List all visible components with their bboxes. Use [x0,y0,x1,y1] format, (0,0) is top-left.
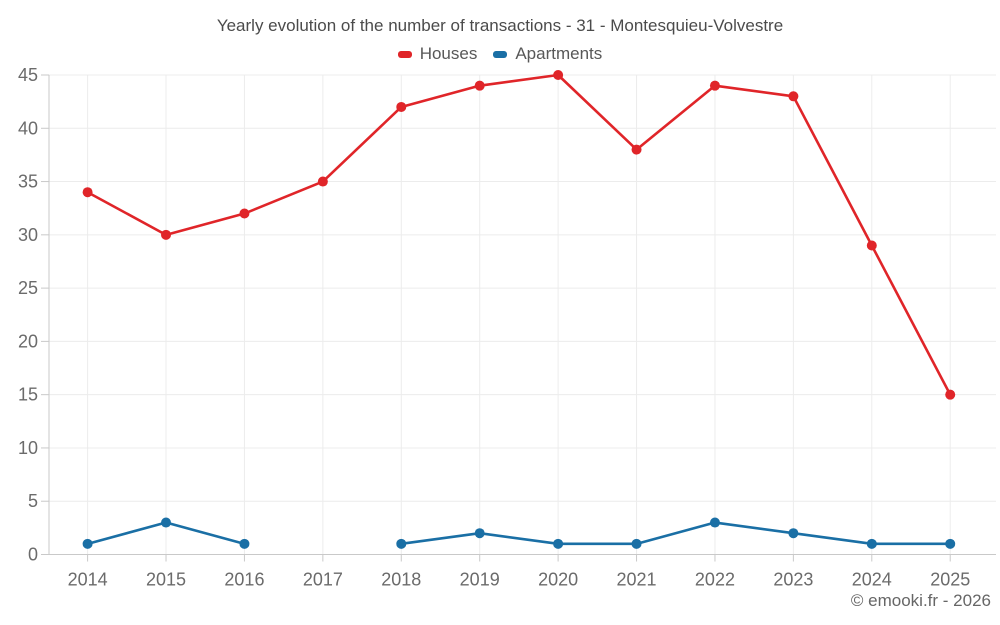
y-tick-label: 5 [28,491,38,511]
y-tick-label: 10 [18,438,38,458]
data-point-houses-2014 [82,187,93,198]
x-tick-label: 2020 [538,570,578,590]
data-point-apartments-2019 [474,528,485,539]
legend: Houses Apartments [0,44,1000,64]
y-tick-label: 0 [28,545,38,565]
y-tick-label: 25 [18,278,38,298]
data-point-apartments-2021 [631,538,642,549]
apartments-swatch-rect [493,50,508,58]
x-tick-label: 2014 [68,570,108,590]
data-point-apartments-2024 [866,538,877,549]
houses-swatch-icon [397,50,412,58]
data-point-houses-2019 [474,80,485,91]
data-point-apartments-2014 [82,538,93,549]
x-tick-label: 2025 [930,570,970,590]
x-tick-label: 2024 [852,570,892,590]
y-tick-label: 15 [18,385,38,405]
data-point-apartments-2025 [945,538,956,549]
x-tick-label: 2023 [773,570,813,590]
houses-swatch-rect [397,50,412,58]
data-point-apartments-2015 [161,517,172,528]
x-tick-label: 2016 [224,570,264,590]
data-point-houses-2015 [161,229,172,240]
chart-title: Yearly evolution of the number of transa… [216,16,784,35]
series-line-houses [86,73,952,396]
data-point-houses-2018 [396,101,407,112]
legend-item-houses[interactable]: Houses [397,44,478,64]
x-tick-label: 2018 [381,570,421,590]
data-point-houses-2023 [788,91,799,102]
legend-label-houses: Houses [419,44,478,63]
x-tick-label: 2021 [617,570,657,590]
legend-label-apartments: Apartments [515,44,603,63]
data-point-apartments-2018 [396,538,407,549]
x-tick-label: 2015 [146,570,186,590]
data-point-houses-2016 [239,208,250,219]
data-point-houses-2024 [866,240,877,251]
y-tick-label: 30 [18,225,38,245]
y-tick-label: 35 [18,172,38,192]
apartments-swatch-icon [493,50,508,58]
data-point-houses-2021 [631,144,642,155]
y-tick-label: 40 [18,118,38,138]
data-point-apartments-2020 [553,538,564,549]
data-point-houses-2025 [945,389,956,400]
data-point-houses-2022 [709,80,720,91]
copyright: © emooki.fr - 2026 [850,591,991,610]
series-line-apartments [399,521,952,546]
data-point-houses-2020 [553,70,564,80]
legend-item-apartments[interactable]: Apartments [493,44,602,64]
y-tick-label: 45 [18,65,38,85]
data-point-apartments-2022 [709,517,720,528]
x-tick-label: 2022 [695,570,735,590]
data-point-houses-2017 [317,176,328,187]
y-tick-label: 20 [18,331,38,351]
x-tick-label: 2017 [303,570,343,590]
x-tick-label: 2019 [460,570,500,590]
data-point-apartments-2023 [788,528,799,539]
data-point-apartments-2016 [239,538,250,549]
